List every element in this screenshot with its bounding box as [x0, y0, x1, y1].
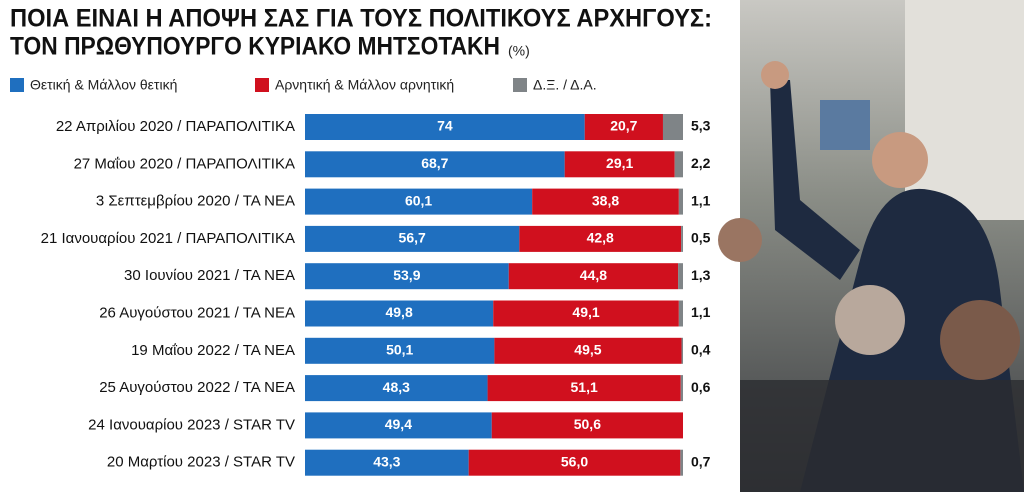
category-label: 20 Μαρτίου 2023 / STAR TV: [107, 454, 295, 471]
data-label: 29,1: [606, 155, 633, 171]
bar-segment: [508, 263, 679, 290]
legend-label: Δ.Ξ. / Δ.Α.: [533, 77, 597, 93]
bar-segment: [305, 412, 492, 439]
category-label: 27 Μαΐου 2020 / ΠΑΡΑΠΟΛΙΤΙΚΑ: [74, 155, 295, 172]
data-label: 51,1: [571, 379, 598, 395]
legend-label: Θετική & Μάλλον θετική: [30, 77, 177, 93]
legend-swatch: [255, 78, 269, 92]
data-label: 0,6: [691, 379, 711, 395]
data-label: 49,4: [385, 416, 412, 432]
data-label: 68,7: [421, 155, 448, 171]
bar-segment: [564, 151, 675, 178]
bar-segment: [468, 449, 681, 476]
chart-title: ΠΟΙΑ ΕΙΝΑΙ Η ΑΠΟΨΗ ΣΑΣ ΓΙΑ ΤΟΥΣ ΠΟΛΙΤΙΚΟ…: [10, 5, 712, 33]
category-label: 26 Αυγούστου 2021 / ΤΑ ΝΕΑ: [99, 304, 295, 321]
category-label: 22 Απριλίου 2020 / ΠΑΡΑΠΟΛΙΤΙΚΑ: [56, 118, 295, 135]
bar-segment: [305, 449, 469, 476]
bar-segment: [493, 300, 679, 327]
category-label: 19 Μαΐου 2022 / ΤΑ ΝΕΑ: [131, 342, 295, 359]
data-label: 43,3: [373, 453, 400, 469]
data-label: 0,5: [691, 230, 711, 246]
bar-segment: [674, 151, 683, 178]
data-label: 38,8: [592, 192, 619, 208]
legend-swatch: [513, 78, 527, 92]
legend-label: Αρνητική & Μάλλον αρνητική: [275, 77, 454, 93]
category-label: 3 Σεπτεμβρίου 2020 / ΤΑ ΝΕΑ: [96, 193, 295, 210]
data-label: 1,1: [691, 192, 711, 208]
bar-segment: [305, 263, 509, 290]
data-label: 44,8: [580, 267, 607, 283]
bar-segment: [681, 337, 683, 364]
data-label: 74: [437, 118, 453, 134]
data-label: 1,1: [691, 304, 711, 320]
bar-segment: [584, 114, 663, 140]
photo: [718, 0, 1024, 492]
data-label: 56,7: [399, 230, 426, 246]
bar-segment: [305, 151, 565, 178]
bar-segment: [678, 188, 683, 215]
data-label: 0,4: [691, 342, 711, 358]
bar-segment: [305, 188, 533, 215]
bar-segment: [678, 300, 683, 327]
bar-segment: [305, 300, 494, 327]
unit: (%): [508, 43, 530, 59]
bar-segment: [487, 375, 681, 402]
data-label: 42,8: [587, 230, 614, 246]
chart-title: ΤΟΝ ΠΡΩΘΥΠΟΥΡΓΟ ΚΥΡΙΑΚΟ ΜΗΤΣΟΤΑΚΗ: [10, 33, 500, 61]
bar-segment: [680, 375, 683, 402]
bar-segment: [662, 114, 683, 140]
category-label: 25 Αυγούστου 2022 / ΤΑ ΝΕΑ: [99, 379, 295, 396]
data-label: 2,2: [691, 155, 711, 171]
data-label: 49,5: [574, 342, 601, 358]
category-label: 21 Ιανουαρίου 2021 / ΠΑΡΑΠΟΛΙΤΙΚΑ: [41, 230, 295, 247]
data-label: 49,1: [572, 304, 599, 320]
data-label: 50,6: [574, 416, 601, 432]
category-label: 24 Ιανουαρίου 2023 / STAR TV: [88, 416, 295, 433]
bar-segment: [491, 412, 683, 439]
bar-segment: [532, 188, 679, 215]
data-label: 50,1: [386, 342, 413, 358]
bar-segment: [305, 114, 585, 140]
category-label: 30 Ιουνίου 2021 / ΤΑ ΝΕΑ: [124, 267, 295, 284]
bar-segment: [305, 375, 488, 402]
data-label: 1,3: [691, 267, 711, 283]
bar-segment: [519, 225, 682, 252]
data-label: 53,9: [393, 267, 420, 283]
bar-segment: [494, 337, 682, 364]
data-label: 48,3: [383, 379, 410, 395]
bar-segment: [305, 337, 495, 364]
bar-segment: [680, 449, 683, 476]
legend-swatch: [10, 78, 24, 92]
bar-segment: [678, 263, 683, 290]
data-label: 0,7: [691, 453, 711, 469]
data-label: 56,0: [561, 453, 588, 469]
data-label: 5,3: [691, 118, 711, 134]
data-label: 20,7: [610, 118, 637, 134]
data-label: 49,8: [385, 304, 412, 320]
data-label: 60,1: [405, 192, 432, 208]
bar-segment: [305, 225, 520, 252]
bar-segment: [681, 225, 683, 252]
